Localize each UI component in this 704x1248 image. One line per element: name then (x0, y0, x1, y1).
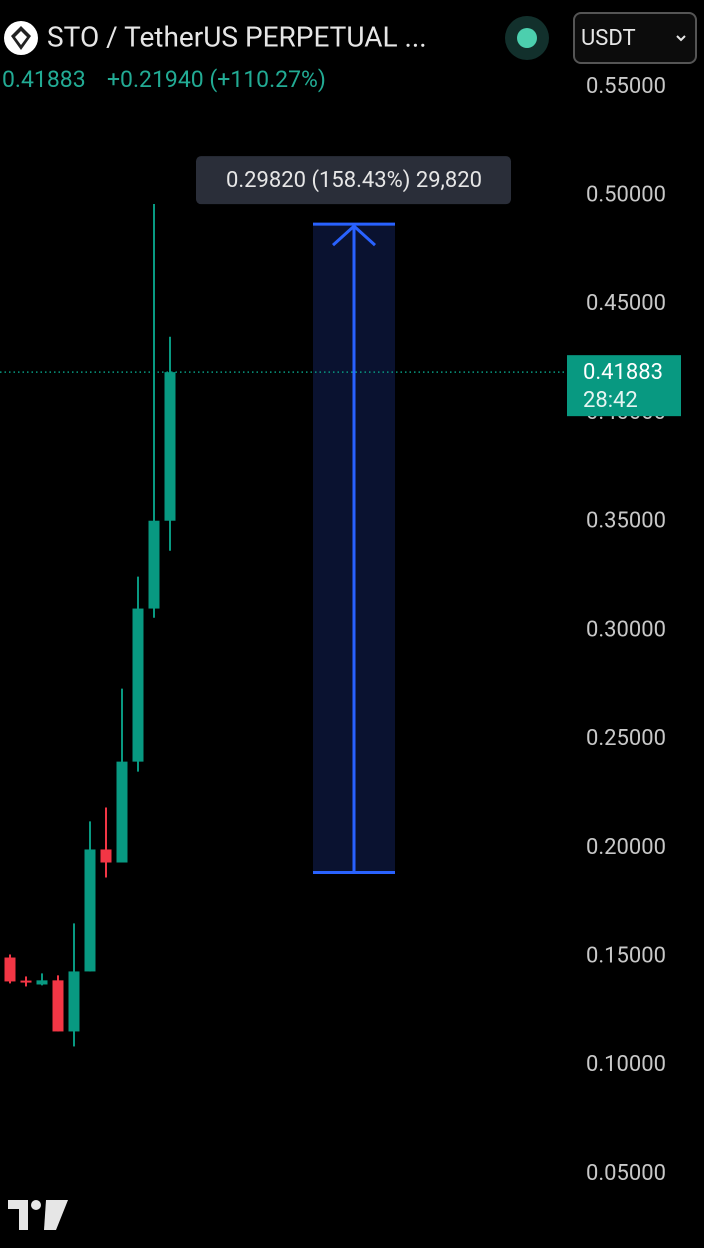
symbol-title: STO / TetherUS PERPETUAL ... (47, 20, 427, 53)
candles (4, 203, 176, 1047)
candle-body (36, 980, 48, 985)
y-tick-label: 0.05000 (586, 1161, 666, 1186)
header-change: +0.21940 (+110.27%) (107, 66, 326, 93)
last-price-box (567, 355, 681, 417)
candle-body (52, 980, 64, 1032)
candle-body (68, 971, 80, 1032)
countdown-label: 28:42 (583, 388, 638, 413)
last-price: 0.41883 28:42 (0, 355, 681, 417)
symbol-logo (4, 21, 38, 55)
measure-tooltip-text: 0.29820 (158.43%) 29,820 (226, 168, 482, 193)
candle-body (84, 849, 96, 972)
y-tick-label: 0.50000 (586, 182, 666, 207)
measure-tooltip (196, 156, 511, 205)
candle-body (164, 372, 176, 521)
y-tick-label: 0.10000 (586, 1052, 666, 1077)
y-tick-label: 0.30000 (586, 617, 666, 642)
status-dot (517, 28, 537, 48)
measure-arrow-head (331, 224, 377, 247)
dropdown-chevron[interactable] (676, 35, 686, 42)
last-price-label: 0.41883 (583, 360, 663, 385)
y-tick-label: 0.20000 (586, 835, 666, 860)
y-tick-label: 0.55000 (586, 74, 666, 99)
y-tick-label: 0.35000 (586, 509, 666, 534)
y-tick-label: 0.25000 (586, 726, 666, 751)
tradingview-logo (8, 1200, 68, 1230)
candle-body (148, 520, 160, 609)
y-axis: 0.550000.500000.450000.400000.350000.300… (586, 74, 666, 1186)
candle-body (132, 608, 144, 762)
y-tick-label: 0.45000 (586, 291, 666, 316)
candle-body (100, 849, 112, 863)
header-price: 0.41883 (2, 66, 86, 93)
currency-label[interactable]: USDT (581, 26, 636, 51)
symbol-logo-mark (11, 26, 31, 50)
y-tick-label: 0.15000 (586, 943, 666, 968)
candle-body (4, 957, 16, 982)
currency-select[interactable] (573, 12, 697, 64)
candle-body (20, 980, 32, 983)
measure-tool: 0.29820 (158.43%) 29,820 (196, 156, 511, 875)
candle-body (116, 761, 128, 863)
